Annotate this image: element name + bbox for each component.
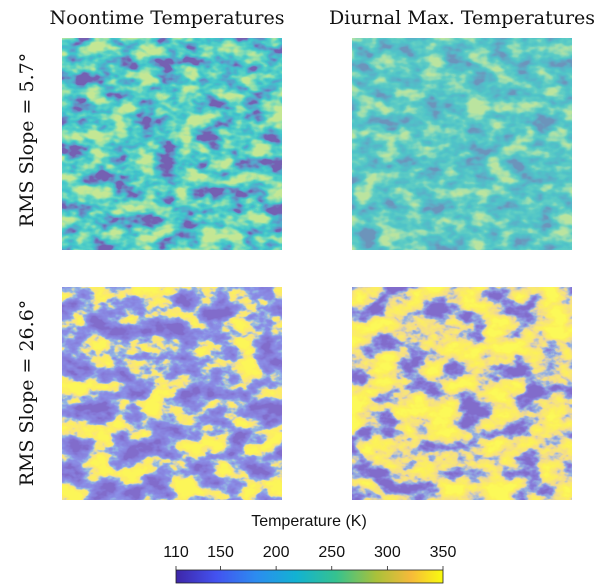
colorbar-tick-label: 110: [163, 544, 189, 561]
colorbar-tick-label: 350: [430, 544, 457, 561]
colorbar-tick-label: 300: [374, 544, 401, 561]
colorbar: [175, 569, 444, 584]
column-title: Noontime Temperatures: [50, 7, 285, 29]
colorbar-tick-label: 200: [263, 544, 290, 561]
heatmap-panel: [352, 287, 572, 500]
row-label: RMS Slope = 5.7°: [16, 53, 38, 227]
colorbar-tick-label: 250: [318, 544, 345, 561]
colorbar-label: Temperature (K): [251, 513, 367, 530]
colorbar-tick-label: 150: [207, 544, 234, 561]
heatmap-panel: [352, 38, 572, 250]
heatmap-panel: [62, 287, 282, 500]
column-title: Diurnal Max. Temperatures: [329, 7, 595, 29]
heatmap-panel: [62, 38, 282, 250]
row-label: RMS Slope = 26.6°: [16, 300, 38, 487]
